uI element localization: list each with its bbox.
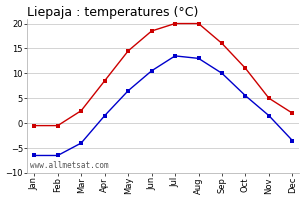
- Text: www.allmetsat.com: www.allmetsat.com: [30, 161, 109, 170]
- Text: Liepaja : temperatures (°C): Liepaja : temperatures (°C): [27, 6, 199, 19]
